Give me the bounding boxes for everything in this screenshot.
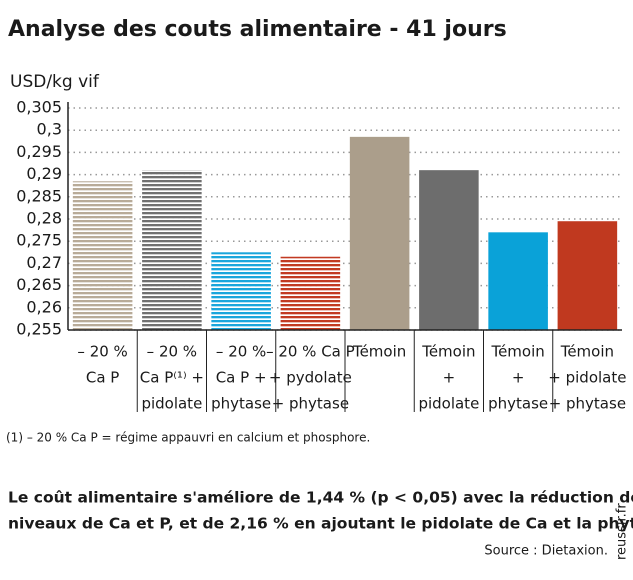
y-tick-label: 0,275 xyxy=(16,231,62,250)
x-tick-label: Témoin xyxy=(490,343,544,361)
bar xyxy=(419,170,479,330)
source: Source : Dietaxion. xyxy=(484,544,608,559)
x-tick-label: – 20 % xyxy=(147,343,197,361)
x-tick-label: phytase xyxy=(211,395,271,413)
bar xyxy=(142,170,202,330)
x-tick-label: Ca P xyxy=(86,369,119,387)
x-tick-label: + xyxy=(512,369,525,387)
x-tick-label: pidolate xyxy=(141,395,202,413)
x-tick-label: phytase xyxy=(488,395,548,413)
x-tick-label: + phytase xyxy=(549,395,626,413)
x-tick-label: Témoin xyxy=(560,343,614,361)
x-tick-label: + phytase xyxy=(272,395,349,413)
x-tick-label: Témoin xyxy=(421,343,475,361)
bar xyxy=(211,252,271,330)
y-tick-label: 0,3 xyxy=(37,120,62,139)
watermark: reussir.fr xyxy=(615,503,630,560)
bar xyxy=(349,136,410,330)
footnote: (1) – 20 % Ca P = régime appauvri en cal… xyxy=(6,431,370,445)
bar xyxy=(72,181,133,330)
y-tick-label: 0,295 xyxy=(16,142,62,161)
y-tick-label: 0,285 xyxy=(16,186,62,205)
y-tick-label: 0,27 xyxy=(26,253,62,272)
y-tick-label: 0,305 xyxy=(16,98,62,117)
conclusion-line: Le coût alimentaire s'améliore de 1,44 %… xyxy=(8,489,633,507)
y-tick-label: 0,26 xyxy=(26,297,62,316)
y-tick-label: 0,255 xyxy=(16,320,62,339)
x-tick-label: Ca P + xyxy=(216,369,267,387)
y-axis-label: USD/kg vif xyxy=(10,72,100,92)
x-tick-label: – 20 % xyxy=(216,343,266,361)
bar xyxy=(488,232,548,330)
x-tick-label: Témoin xyxy=(352,343,406,361)
x-tick-label: – 20 % xyxy=(77,343,127,361)
y-tick-label: 0,265 xyxy=(16,275,62,294)
y-tick-label: 0,29 xyxy=(26,164,62,183)
x-tick-label: + pydolate xyxy=(269,369,352,387)
y-tick-label: 0,28 xyxy=(26,209,62,228)
conclusion-line: niveaux de Ca et P, et de 2,16 % en ajou… xyxy=(8,515,633,533)
x-tick-label: + pidolate xyxy=(548,369,626,387)
chart-title: Analyse des couts alimentaire - 41 jours xyxy=(8,17,507,42)
x-tick-label: – 20 % Ca P xyxy=(266,343,355,361)
x-tick-label: pidolate xyxy=(418,395,479,413)
x-tick-label: Ca P⁽¹⁾ + xyxy=(140,369,204,387)
x-tick-label: + xyxy=(443,369,456,387)
bar xyxy=(557,221,618,330)
bar xyxy=(280,256,341,330)
